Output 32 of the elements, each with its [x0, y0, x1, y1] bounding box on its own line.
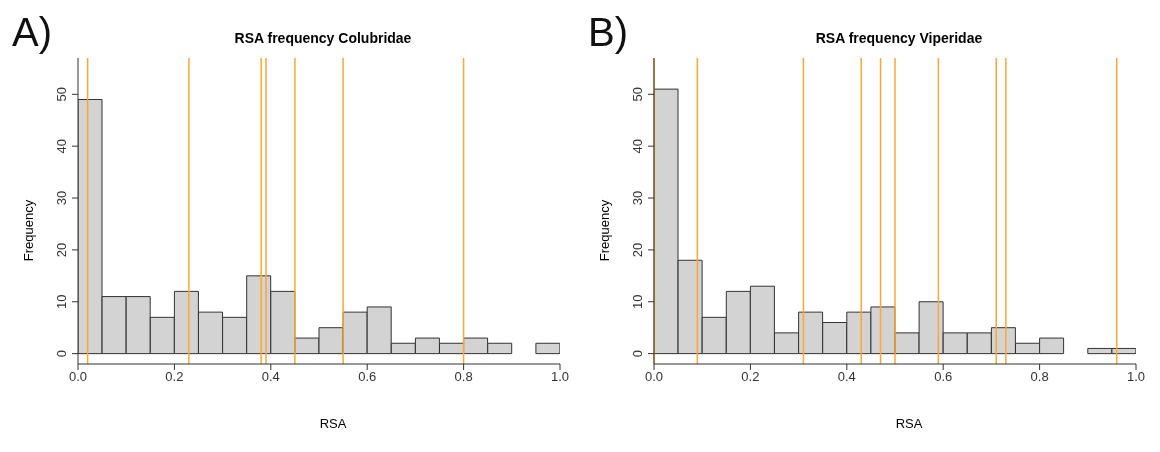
y-tick-label: 50	[54, 87, 69, 102]
chart-title: RSA frequency Viperidae	[814, 30, 984, 46]
text: B)	[588, 10, 628, 55]
x-axis-title: RSA	[318, 416, 348, 431]
y-tick-label: 50	[630, 87, 645, 102]
y-axis-title: Frequency	[596, 198, 612, 264]
x-tick-label: 0.2	[165, 369, 184, 385]
x-tick-label: 0.0	[644, 369, 664, 385]
x-axis-title: RSA	[894, 416, 924, 431]
y-axis-title: Frequency	[20, 198, 36, 264]
x-tick-label: 0.8	[454, 369, 473, 385]
x-tick-label: 0.0	[68, 369, 88, 385]
x-tick-label: 0.6	[934, 369, 953, 385]
y-tick-label: 40	[630, 138, 645, 154]
y-tick-label: 30	[630, 190, 645, 206]
x-tick-label: 0.2	[741, 369, 760, 385]
x-tick-label: 0.8	[1030, 369, 1049, 385]
y-tick-label: 0	[54, 350, 69, 358]
y-tick-label: 0	[630, 350, 645, 358]
text: A)	[12, 10, 52, 55]
x-tick-label: 0.6	[358, 369, 377, 385]
x-tick-label: 0.4	[261, 369, 280, 385]
chart-title: RSA frequency Colubridae	[233, 30, 413, 46]
x-tick-label: 1.0	[550, 369, 570, 385]
y-tick-label: 20	[54, 242, 69, 258]
y-tick-label: 20	[630, 242, 645, 258]
y-tick-label: 10	[54, 294, 69, 309]
y-tick-label: 40	[54, 138, 69, 154]
x-tick-label: 1.0	[1126, 369, 1146, 385]
y-tick-label: 10	[630, 294, 645, 309]
x-tick-label: 0.4	[837, 369, 856, 385]
y-tick-label: 30	[54, 190, 69, 206]
